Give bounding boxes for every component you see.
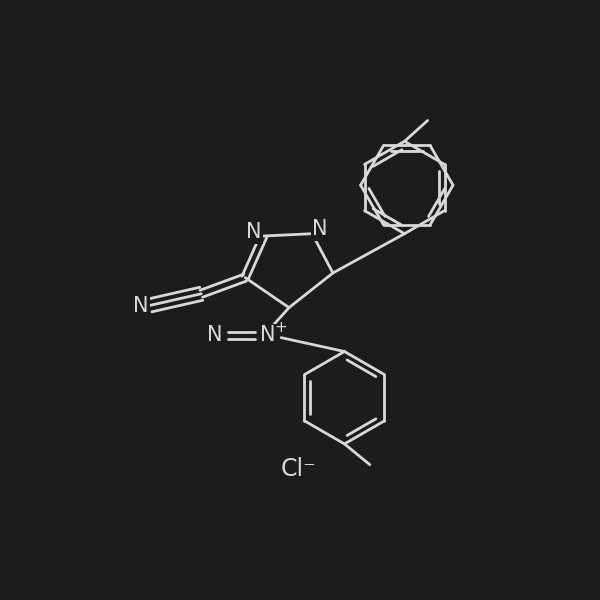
Text: N: N [208, 325, 223, 346]
Text: N: N [245, 223, 261, 242]
Text: Cl⁻: Cl⁻ [280, 457, 316, 481]
Text: N: N [133, 296, 149, 316]
Text: N: N [260, 325, 276, 346]
Text: N: N [312, 219, 328, 239]
Text: +: + [275, 320, 287, 335]
